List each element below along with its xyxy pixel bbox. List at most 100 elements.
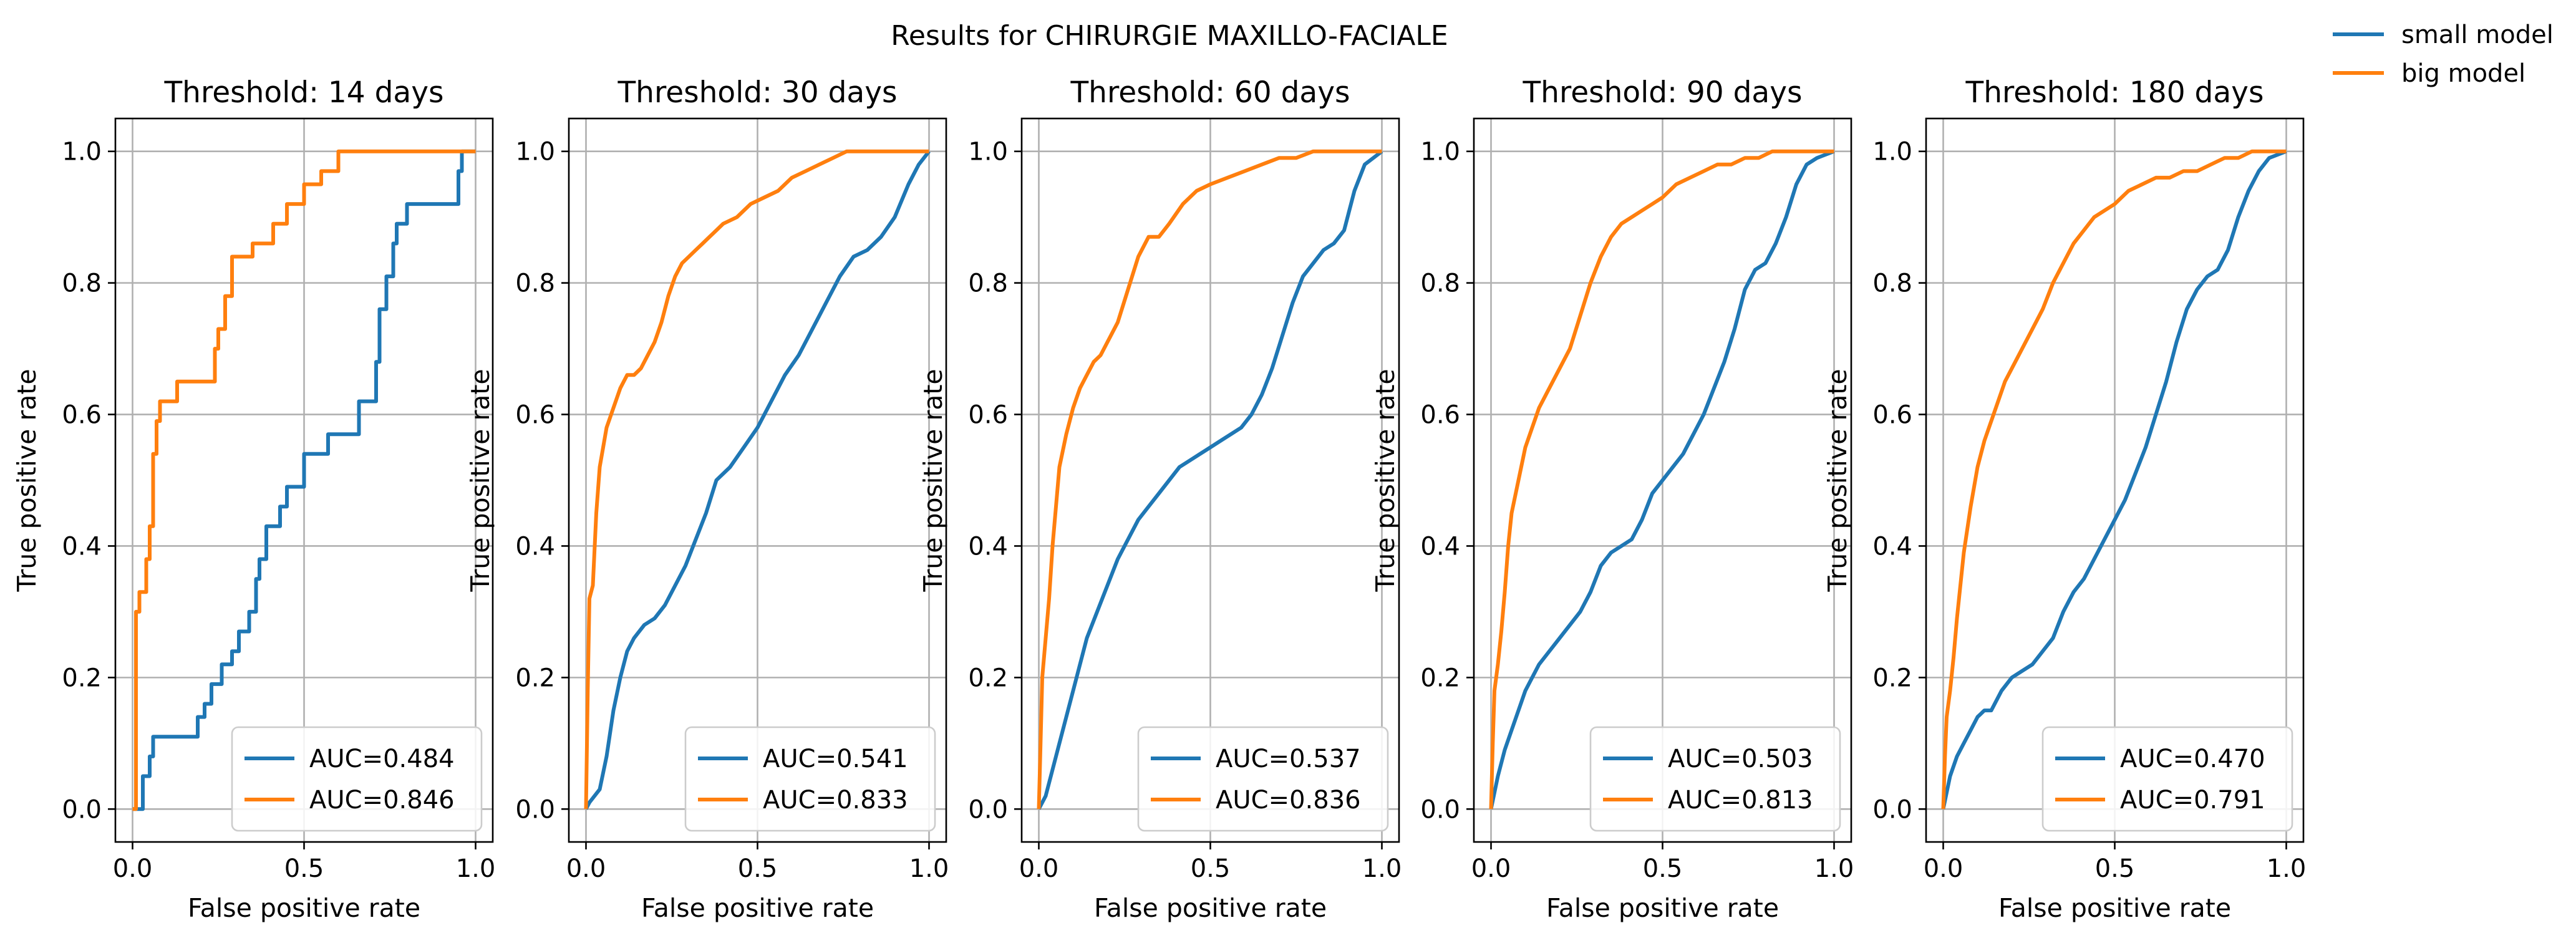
y-tick-label: 0.2: [968, 664, 1008, 692]
y-tick-label: 0.2: [515, 664, 555, 692]
legend-entry-auc: AUC=0.813: [1668, 786, 1813, 815]
y-axis-label: True positive rate: [1370, 369, 1400, 592]
x-axis-label: False positive rate: [1998, 893, 2231, 923]
x-tick-label: 0.0: [113, 854, 153, 883]
x-tick-label: 1.0: [456, 854, 496, 883]
legend-entry-auc: AUC=0.791: [2120, 786, 2265, 815]
y-tick-label: 0.4: [1420, 532, 1460, 561]
legend-box: [1589, 726, 1841, 832]
auc-legend: AUC=0.537 AUC=0.836: [1137, 726, 1389, 832]
subplot-title: Threshold: 90 days: [1522, 75, 1802, 110]
legend-entry-auc: AUC=0.836: [1216, 786, 1361, 815]
subplot-title: Threshold: 60 days: [1070, 75, 1350, 110]
y-tick-label: 0.4: [62, 532, 102, 561]
y-tick-label: 1.0: [968, 138, 1008, 167]
x-tick-label: 0.0: [1019, 854, 1059, 883]
y-tick-label: 0.4: [968, 532, 1008, 561]
x-tick-label: 0.5: [284, 854, 324, 883]
legend-box: [684, 726, 936, 832]
y-tick-label: 0.6: [1420, 401, 1460, 430]
y-tick-label: 0.6: [62, 401, 102, 430]
x-tick-label: 0.0: [566, 854, 606, 883]
figure-title: Results for CHIRURGIE MAXILLO-FACIALE: [891, 20, 1448, 52]
figure-legend: small model big model: [2333, 21, 2554, 88]
roc-curve-small-model: [584, 150, 931, 810]
legend-entry-auc: AUC=0.833: [763, 786, 908, 815]
x-tick-label: 1.0: [909, 854, 949, 883]
legend-box: [1137, 726, 1389, 832]
roc-curve-small-model: [1941, 149, 2287, 810]
roc-curve-big-model: [1037, 149, 1382, 810]
auc-legend: AUC=0.470 AUC=0.791: [2041, 726, 2293, 832]
y-tick-label: 0.8: [1420, 269, 1460, 298]
x-axis-label: False positive rate: [641, 893, 874, 923]
legend-entry-auc: AUC=0.503: [1668, 745, 1813, 773]
subplot-3: 0.0 0.5 1.0 0.0 0.2 0.4 0.6 0.8 1.0 Threshold: 60…: [918, 75, 1402, 923]
roc-curve-big-model: [1489, 149, 1834, 810]
x-axis-label: False positive rate: [1546, 893, 1779, 923]
auc-legend: AUC=0.503 AUC=0.813: [1589, 726, 1841, 832]
y-tick-label: 0.0: [62, 795, 102, 824]
auc-legend: AUC=0.541 AUC=0.833: [684, 726, 936, 832]
y-tick-label: 0.6: [968, 401, 1008, 430]
legend-entry-auc: AUC=0.846: [309, 786, 455, 815]
legend-entry-auc: AUC=0.541: [763, 745, 908, 773]
legend-entry-auc: AUC=0.470: [2120, 745, 2265, 773]
y-tick-label: 0.4: [1872, 532, 1912, 561]
roc-curve-small-model: [132, 149, 476, 811]
y-tick-label: 1.0: [1420, 138, 1460, 167]
x-tick-label: 1.0: [1814, 854, 1854, 883]
y-tick-label: 1.0: [62, 138, 102, 167]
roc-curve-big-model: [584, 149, 929, 810]
subplot-4: 0.0 0.5 1.0 0.0 0.2 0.4 0.6 0.8 1.0 Threshold: 90…: [1370, 75, 1854, 923]
y-axis-label: True positive rate: [1823, 369, 1852, 592]
roc-curve-small-model: [1489, 149, 1835, 810]
x-axis-label: False positive rate: [1094, 893, 1327, 923]
y-tick-label: 0.2: [1420, 664, 1460, 692]
roc-curve-big-model: [132, 149, 476, 811]
figure-legend-label: small model: [2401, 21, 2554, 49]
y-tick-label: 0.0: [968, 795, 1008, 824]
x-tick-label: 0.0: [1924, 854, 1963, 883]
auc-legend: AUC=0.484 AUC=0.846: [231, 726, 483, 832]
y-tick-label: 0.8: [515, 269, 555, 298]
y-tick-label: 0.0: [1420, 795, 1460, 824]
x-tick-label: 0.0: [1471, 854, 1511, 883]
figure-legend-label: big model: [2401, 59, 2525, 88]
y-tick-label: 1.0: [515, 138, 555, 167]
legend-entry-auc: AUC=0.537: [1216, 745, 1361, 773]
subplot-1: 0.0 0.5 1.0 0.0 0.2 0.4 0.6 0.8 1.0 Threshold: 14…: [12, 75, 495, 923]
legend-entry-auc: AUC=0.484: [309, 745, 455, 773]
roc-curve-small-model: [1037, 150, 1383, 810]
x-tick-label: 0.5: [1191, 854, 1231, 883]
y-axis-label: True positive rate: [465, 369, 495, 592]
subplot-5: 0.0 0.5 1.0 0.0 0.2 0.4 0.6 0.8 1.0 Threshold: 18…: [1823, 75, 2306, 923]
x-tick-label: 0.5: [1643, 854, 1683, 883]
y-tick-label: 0.8: [1872, 269, 1912, 298]
y-tick-label: 0.6: [515, 401, 555, 430]
subplot-title: Threshold: 14 days: [163, 75, 443, 110]
y-tick-label: 0.0: [1872, 795, 1912, 824]
y-tick-label: 0.2: [1872, 664, 1912, 692]
x-tick-label: 1.0: [2267, 854, 2307, 883]
y-axis-label: True positive rate: [918, 369, 948, 592]
y-tick-label: 0.0: [515, 795, 555, 824]
subplot-2: 0.0 0.5 1.0 0.0 0.2 0.4 0.6 0.8 1.0 Threshold: 30…: [465, 75, 949, 923]
x-tick-label: 0.5: [738, 854, 778, 883]
roc-curve-big-model: [1941, 149, 2287, 810]
y-axis-label: True positive rate: [12, 369, 42, 592]
y-tick-label: 0.4: [515, 532, 555, 561]
y-tick-label: 0.6: [1872, 401, 1912, 430]
legend-box: [231, 726, 483, 832]
x-axis-label: False positive rate: [188, 893, 420, 923]
y-tick-label: 0.8: [62, 269, 102, 298]
y-tick-label: 0.2: [62, 664, 102, 692]
legend-box: [2041, 726, 2293, 832]
y-tick-label: 0.8: [968, 269, 1008, 298]
subplot-title: Threshold: 180 days: [1965, 75, 2264, 110]
x-tick-label: 1.0: [1362, 854, 1402, 883]
subplot-title: Threshold: 30 days: [617, 75, 897, 110]
x-tick-label: 0.5: [2095, 854, 2135, 883]
subplot-panels: 0.0 0.5 1.0 0.0 0.2 0.4 0.6 0.8 1.0 Threshold: 14…: [12, 75, 2306, 923]
